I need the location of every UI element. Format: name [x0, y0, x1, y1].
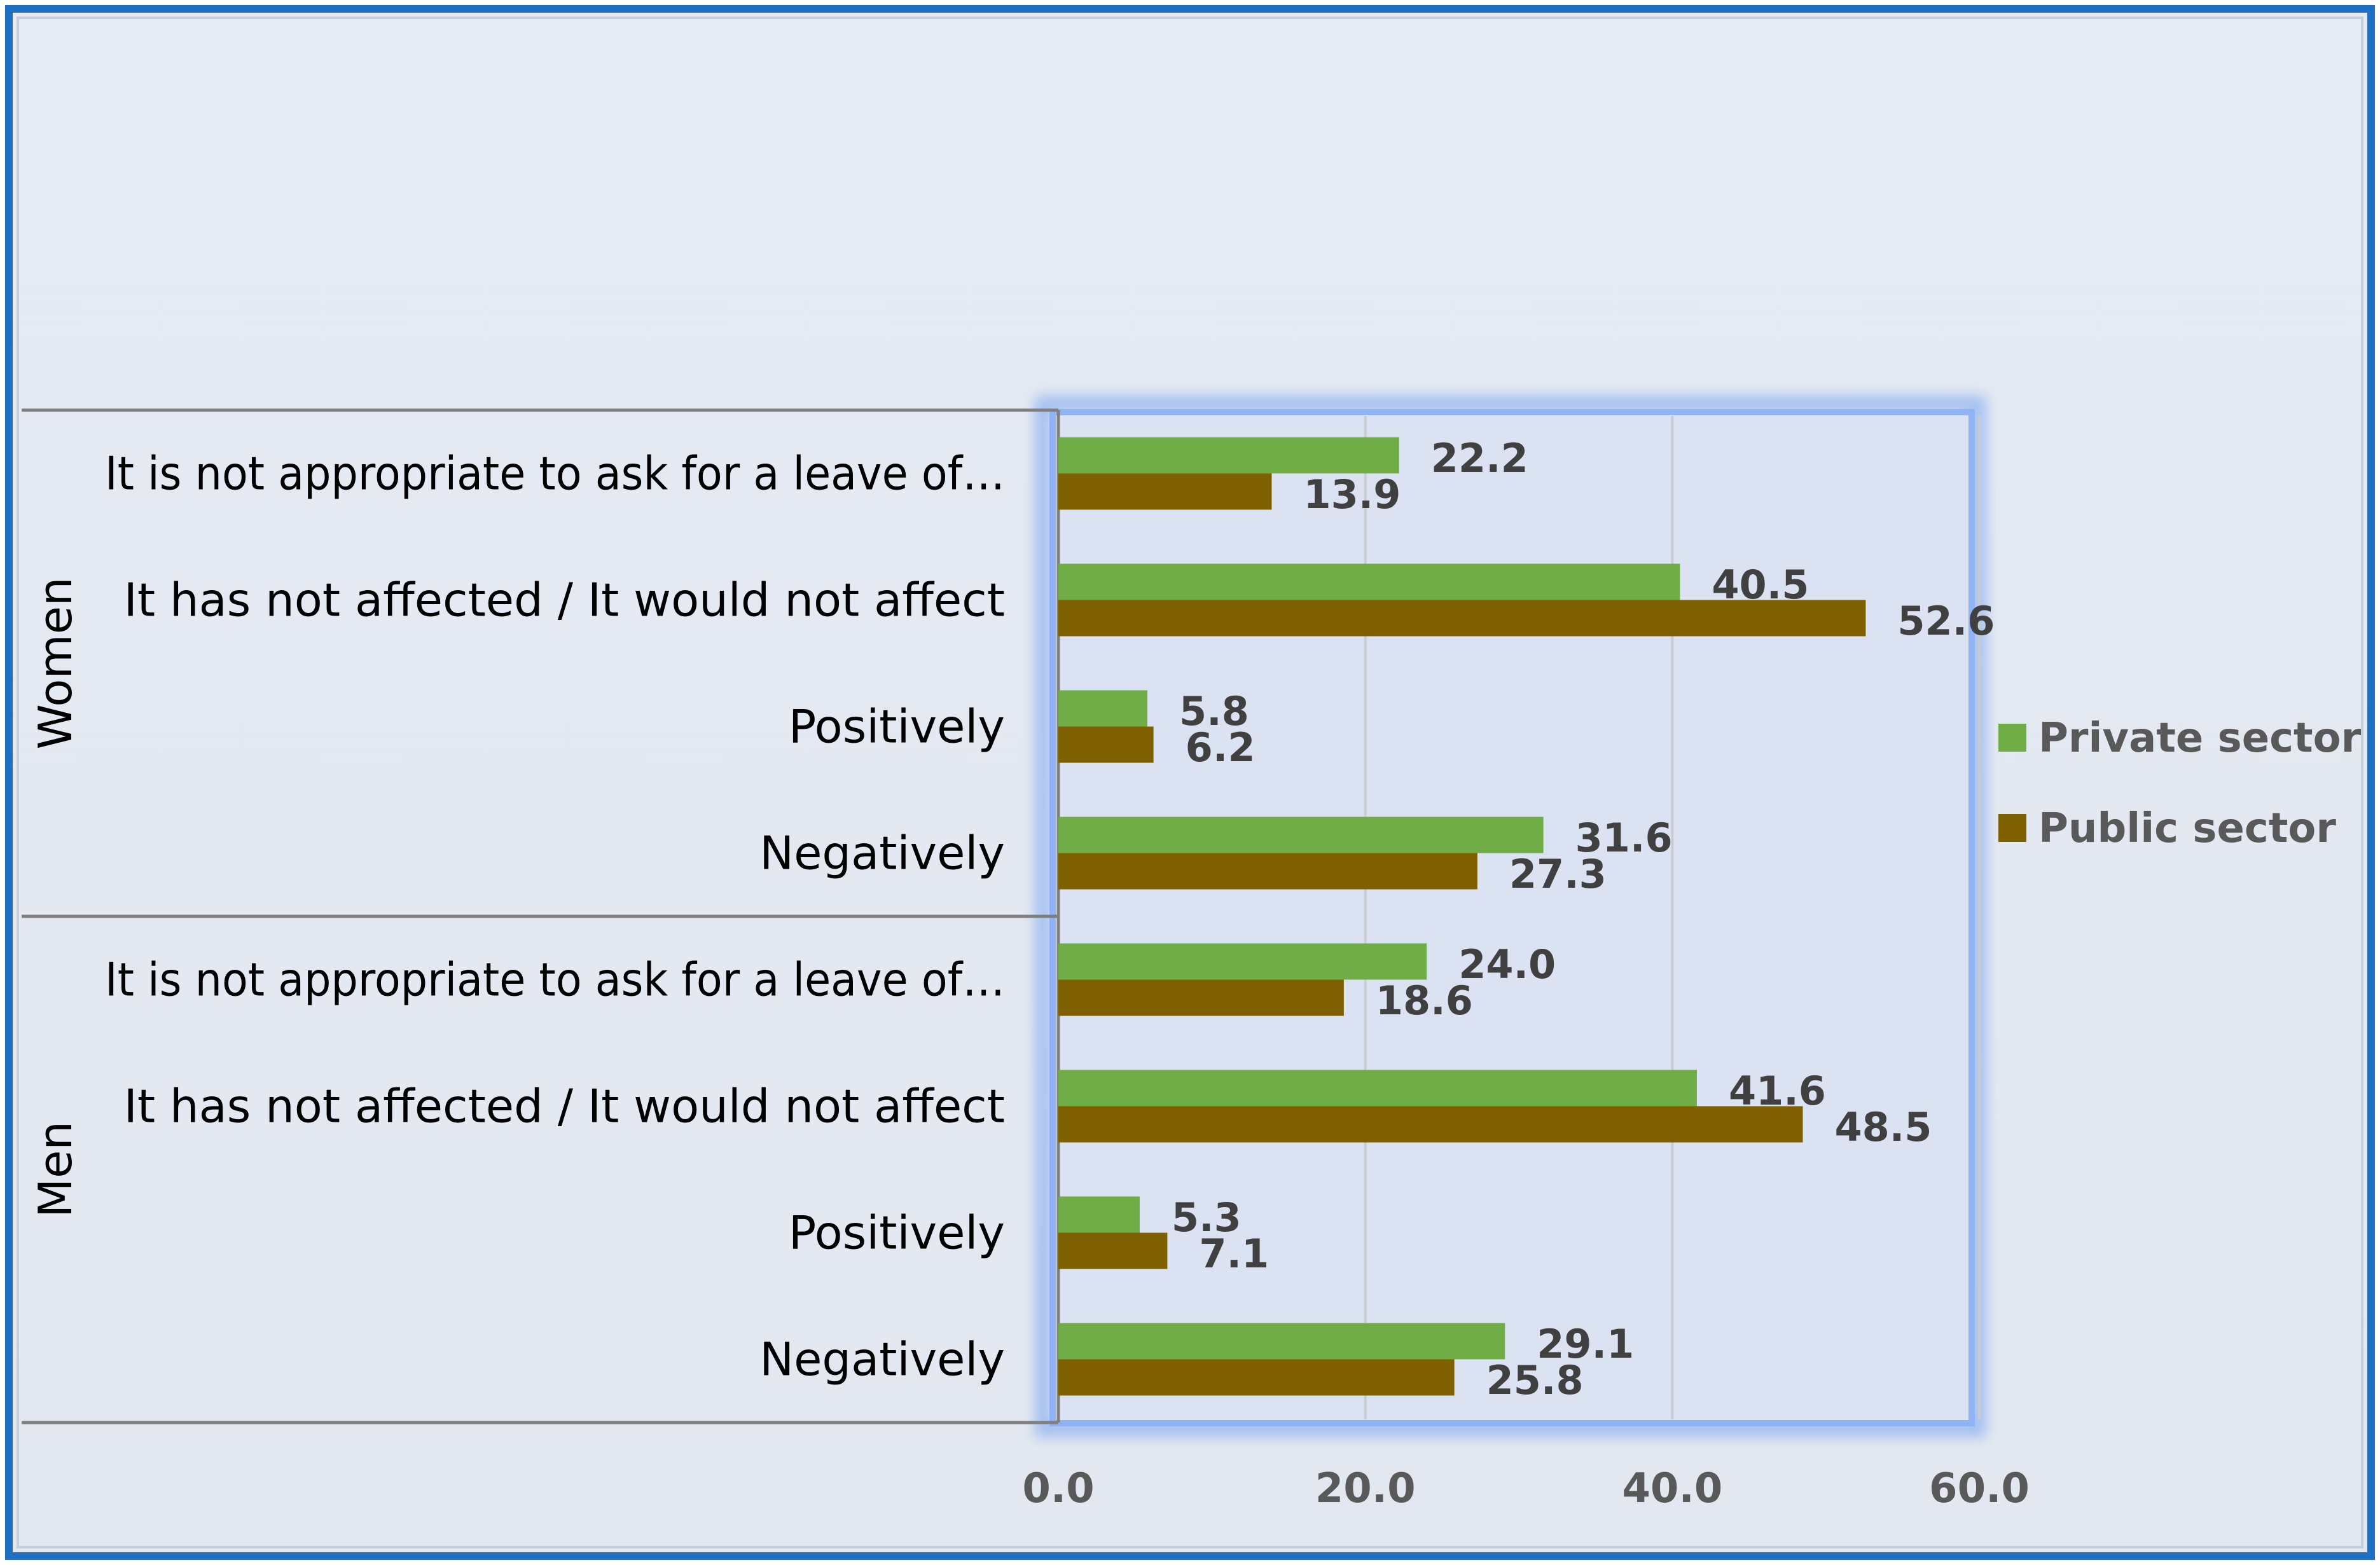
- data-label: 13.9: [1303, 471, 1401, 518]
- category-label: It has not affected / It would not affec…: [124, 1080, 1005, 1133]
- category-label: Positively: [789, 700, 1005, 754]
- category-label: Negatively: [759, 1333, 1005, 1386]
- data-label: 22.2: [1431, 435, 1528, 481]
- data-label: 6.2: [1186, 724, 1256, 771]
- bar-public-sector: [1058, 853, 1477, 890]
- bar-private-sector: [1058, 1070, 1697, 1107]
- data-label: 29.1: [1537, 1321, 1634, 1367]
- category-label: It has not affected / It would not affec…: [124, 574, 1005, 627]
- category-label: It is not appropriate to ask for a leave…: [105, 953, 1005, 1007]
- x-tick-label: 0.0: [1022, 1465, 1094, 1512]
- group-label-men: Men: [29, 1121, 82, 1218]
- data-label: 48.5: [1834, 1104, 1932, 1150]
- data-label: 41.6: [1729, 1068, 1826, 1114]
- inner-frame-bevel: [17, 17, 2363, 1548]
- bar-public-sector: [1058, 979, 1344, 1016]
- bar-public-sector: [1058, 473, 1272, 510]
- data-label: 31.6: [1575, 815, 1673, 861]
- x-tick-label: 40.0: [1622, 1465, 1722, 1512]
- legend-swatch-public-sector: [1998, 814, 2026, 842]
- bar-public-sector: [1058, 1106, 1803, 1143]
- legend-label: Private sector: [2038, 715, 2362, 762]
- data-label: 40.5: [1712, 562, 1809, 608]
- bar-private-sector: [1058, 437, 1399, 474]
- group-label-women: Women: [29, 577, 82, 749]
- bar-private-sector: [1058, 943, 1427, 980]
- category-label: Positively: [789, 1206, 1005, 1260]
- data-label: 5.8: [1179, 688, 1249, 734]
- category-label: Negatively: [759, 827, 1005, 880]
- bar-private-sector: [1058, 563, 1680, 600]
- bar-public-sector: [1058, 600, 1866, 637]
- data-label: 5.3: [1172, 1194, 1242, 1241]
- bar-public-sector: [1058, 1359, 1455, 1396]
- category-label: It is not appropriate to ask for a leave…: [105, 447, 1005, 500]
- x-tick-label: 20.0: [1315, 1465, 1416, 1512]
- bar-private-sector: [1058, 690, 1147, 727]
- bar-private-sector: [1058, 1196, 1140, 1233]
- data-label: 18.6: [1376, 977, 1473, 1024]
- data-label: 25.8: [1486, 1357, 1584, 1403]
- legend-label: Public sector: [2038, 805, 2336, 852]
- data-label: 24.0: [1458, 941, 1556, 988]
- bar-public-sector: [1058, 1232, 1168, 1269]
- x-tick-label: 60.0: [1929, 1465, 2030, 1512]
- data-label: 27.3: [1509, 851, 1607, 897]
- data-label: 52.6: [1897, 598, 1995, 644]
- bar-private-sector: [1058, 1323, 1505, 1360]
- bar-private-sector: [1058, 817, 1544, 853]
- data-label: 7.1: [1199, 1231, 1269, 1277]
- legend-swatch-private-sector: [1998, 724, 2026, 752]
- bar-public-sector: [1058, 726, 1154, 763]
